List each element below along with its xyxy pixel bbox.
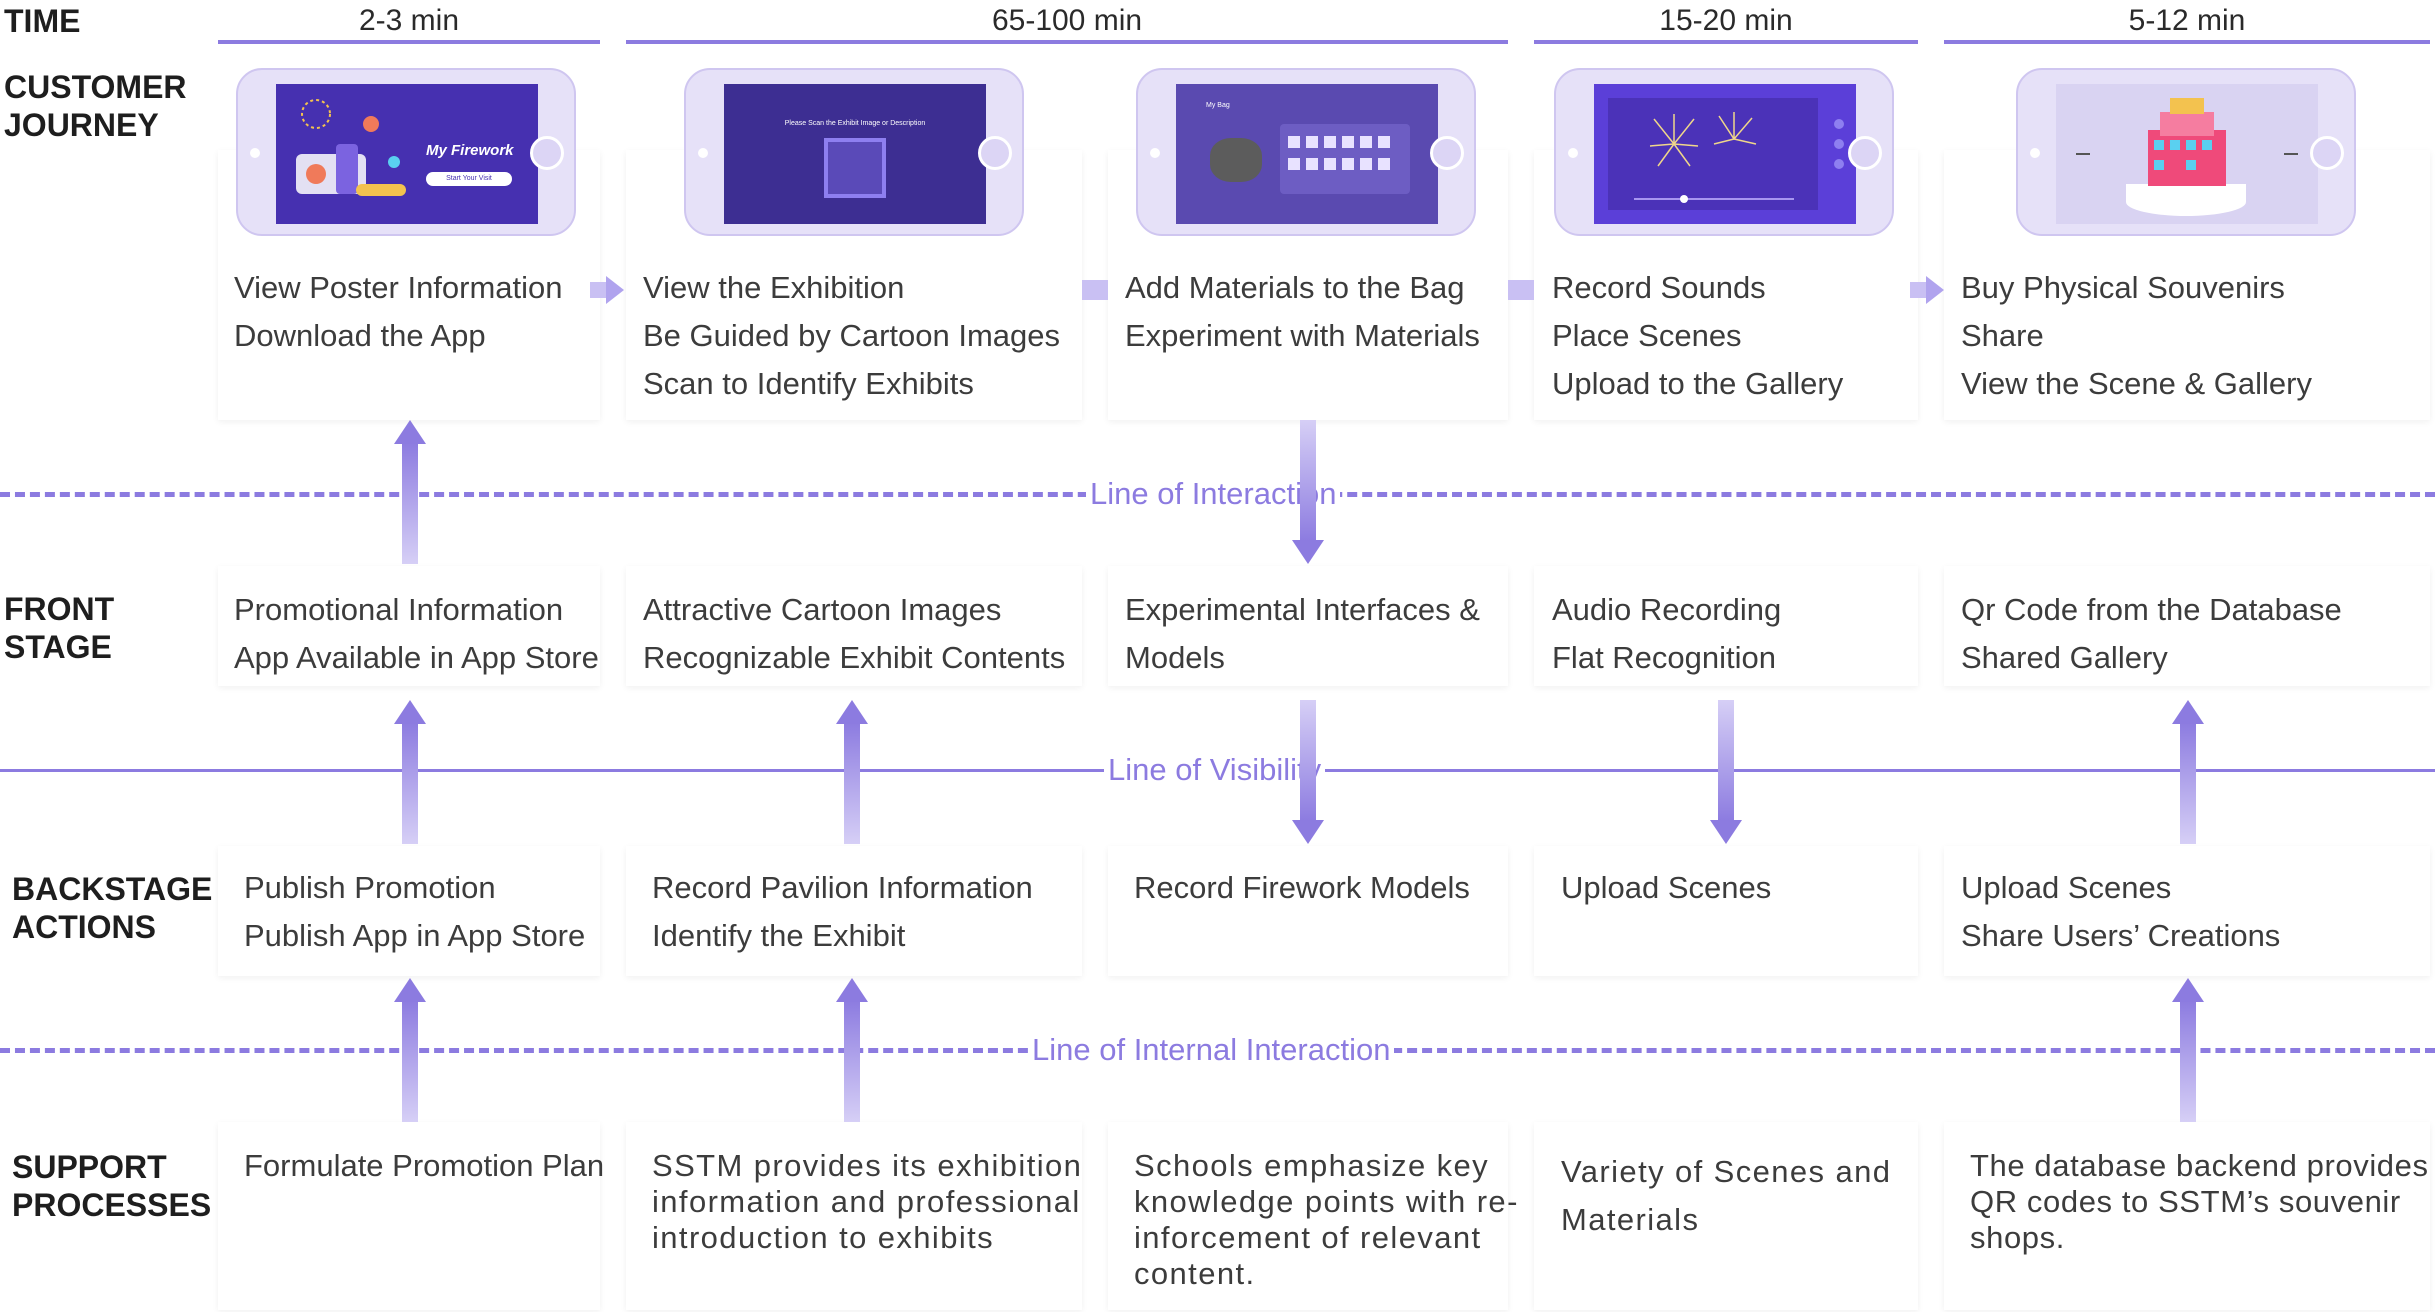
support-text-5: The database backend provides QR codes to… [1970,1148,2429,1255]
front-text-3: Experimental Interfaces & Models [1125,592,1480,675]
line-of-internal-interaction-label: Line of Internal Interaction [1028,1032,1395,1068]
front-cell-1 [218,566,600,686]
phone-side-dot [1150,148,1160,158]
phone-mockup-1: My Firework Start Your Visit [236,68,576,236]
phone-home-button [1430,136,1464,170]
journey-arrow-1-2 [590,276,624,304]
phone-side-dot [698,148,708,158]
front-cell-4 [1534,566,1918,686]
backstage-cell-2 [626,846,1082,976]
down-arrow-journey-to-front-3 [1292,420,1324,564]
backstage-text-2: Record Pavilion Information Identify the … [652,870,1033,953]
material-rock-icon [1210,138,1262,182]
journey-text-4: Record Sounds Place Scenes Upload to the G… [1552,270,1844,401]
up-arrow-back-to-front-2 [836,700,868,844]
up-arrow-back-to-front-1 [394,700,426,844]
row-label-time: TIME [4,3,81,39]
backstage-cell-1 [218,846,600,976]
row-label-front-stage: FRONT STAGE [4,591,115,665]
journey-text-3: Add Materials to the Bag Experiment with … [1125,270,1480,353]
backstage-text-1: Publish Promotion Publish App in App Stor… [244,870,586,953]
support-cell-2 [626,1122,1082,1310]
journey-arrow-4-5 [1910,276,1944,304]
phone-mockup-5 [2016,68,2356,236]
front-text-5: Qr Code from the Database Shared Gallery [1961,592,2342,675]
front-cell-5 [1944,566,2430,686]
firework-illustration-icon [296,99,406,196]
backstage-text-5: Upload Scenes Share Users’ Creations [1961,870,2281,953]
time-label-3: 15-20 min [1659,4,1793,37]
phone-screen-2: Please Scan the Exhibit Image or Descrip… [724,84,986,224]
phone-mockup-2: Please Scan the Exhibit Image or Descrip… [684,68,1024,236]
up-arrow-front-to-journey-1 [394,420,426,564]
support-cell-5 [1944,1122,2430,1310]
line-of-visibility-label: Line of Visibility [1104,752,1326,788]
time-underline-4 [1944,40,2430,44]
front-text-4: Audio Recording Flat Recognition [1552,592,1782,675]
journey-text-5: Buy Physical Souvenirs Share View the Scen… [1961,270,2312,401]
support-text-2: SSTM provides its exhibition information … [652,1148,1083,1255]
scan-instruction-text: Please Scan the Exhibit Image or Descrip… [784,120,926,127]
backstage-cell-5 [1944,846,2430,976]
phone-home-button [978,136,1012,170]
support-text-3: Schools emphasize key knowledge points wi… [1134,1148,1519,1291]
support-cell-3 [1108,1122,1508,1310]
phone-side-dot [1568,148,1578,158]
support-text-1: Formulate Promotion Plan [244,1148,605,1183]
phone-home-button [530,136,564,170]
bag-title: My Bag [1206,102,1230,109]
backstage-text-3: Record Firework Models [1134,870,1470,905]
phone-mockup-3: My Bag [1136,68,1476,236]
time-label-4: 5-12 min [2128,4,2246,37]
phone-mockup-4 [1554,68,1894,236]
support-cell-4 [1534,1122,1918,1310]
phone-screen-4 [1594,84,1856,224]
time-underline-2 [626,40,1508,44]
journey-connector-2-3 [1082,280,1108,300]
up-arrow-back-to-front-5 [2172,700,2204,844]
down-arrow-front-to-back-4 [1710,700,1742,844]
journey-text-1: View Poster Information Download the App [234,270,563,353]
backstage-cell-3 [1108,846,1508,976]
fireworks-scene-icon [1608,98,1844,210]
time-underline-1 [218,40,600,44]
phone-screen-1: My Firework Start Your Visit [276,84,538,224]
down-arrow-front-to-back-3 [1292,700,1324,844]
phone-side-dot [250,148,260,158]
phone-side-dot [2030,148,2040,158]
phone-screen-3: My Bag [1176,84,1438,224]
row-label-backstage: BACKSTAGE ACTIONS [12,871,213,945]
front-cell-2 [626,566,1082,686]
up-arrow-support-to-back-2 [836,978,868,1122]
support-text-4: Variety of Scenes and Materials [1561,1154,1892,1237]
journey-text-2: View the Exhibition Be Guided by Cartoon … [643,270,1061,401]
front-text-1: Promotional Information App Available in … [234,592,599,675]
up-arrow-support-to-back-5 [2172,978,2204,1122]
phone-screen-5 [2056,84,2318,224]
front-cell-3 [1108,566,1508,686]
souvenir-building-icon [2076,98,2298,216]
backstage-text-4: Upload Scenes [1561,870,1772,905]
phone-home-button [1848,136,1882,170]
time-label-1: 2-3 min [358,4,460,37]
phone-app-title: My Firework [426,142,514,159]
row-label-customer-journey: CUSTOMER JOURNEY [4,69,187,143]
journey-connector-3-4 [1508,280,1534,300]
materials-grid-icon [1280,124,1410,194]
scan-frame-icon [824,138,886,198]
up-arrow-support-to-back-1 [394,978,426,1122]
row-label-support: SUPPORT PROCESSES [12,1149,212,1223]
support-cell-1 [218,1122,600,1310]
time-label-2: 65-100 min [991,4,1143,37]
phone-home-button [2310,136,2344,170]
time-underline-3 [1534,40,1918,44]
front-text-2: Attractive Cartoon Images Recognizable Ex… [643,592,1066,675]
backstage-cell-4 [1534,846,1918,976]
line-of-interaction-label: Line of Interaction [1086,476,1341,512]
start-visit-button[interactable]: Start Your Visit [426,172,512,186]
